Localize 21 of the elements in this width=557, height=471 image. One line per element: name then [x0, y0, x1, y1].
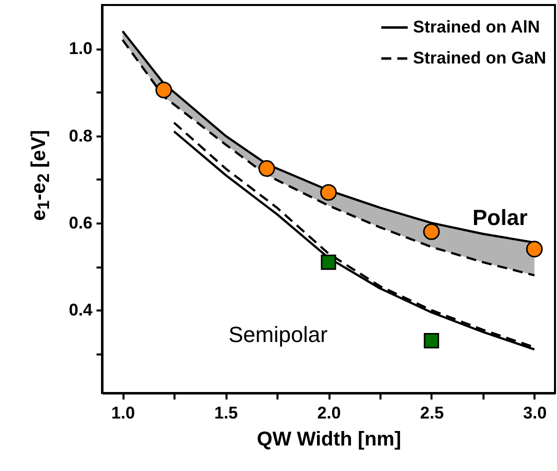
x-tick-label: 2.0	[317, 404, 341, 422]
point	[155, 82, 172, 98]
point	[424, 333, 440, 348]
y-tick-label: 0.4	[68, 300, 94, 320]
point	[423, 223, 440, 240]
point	[526, 240, 543, 258]
annotation: Polar	[472, 205, 528, 230]
x-tick-label: 2.5	[420, 404, 444, 422]
point	[320, 254, 336, 270]
point	[320, 184, 337, 201]
legend-label: Strained on GaN	[413, 48, 546, 68]
y-tick-label: 0.8	[68, 126, 92, 146]
x-tick-label: 1.5	[214, 404, 238, 422]
legend-label: Strained on AlN	[413, 18, 540, 36]
annotation: Semipolar	[228, 322, 328, 347]
point	[258, 160, 276, 177]
y-tick-label: 1.0	[68, 39, 92, 58]
y-tick-label: 0.6	[68, 213, 92, 232]
x-tick-label: 3.0	[523, 404, 547, 422]
x-axis-title: QW Width [nm]	[256, 428, 402, 450]
x-tick-label: 1.0	[111, 404, 135, 422]
